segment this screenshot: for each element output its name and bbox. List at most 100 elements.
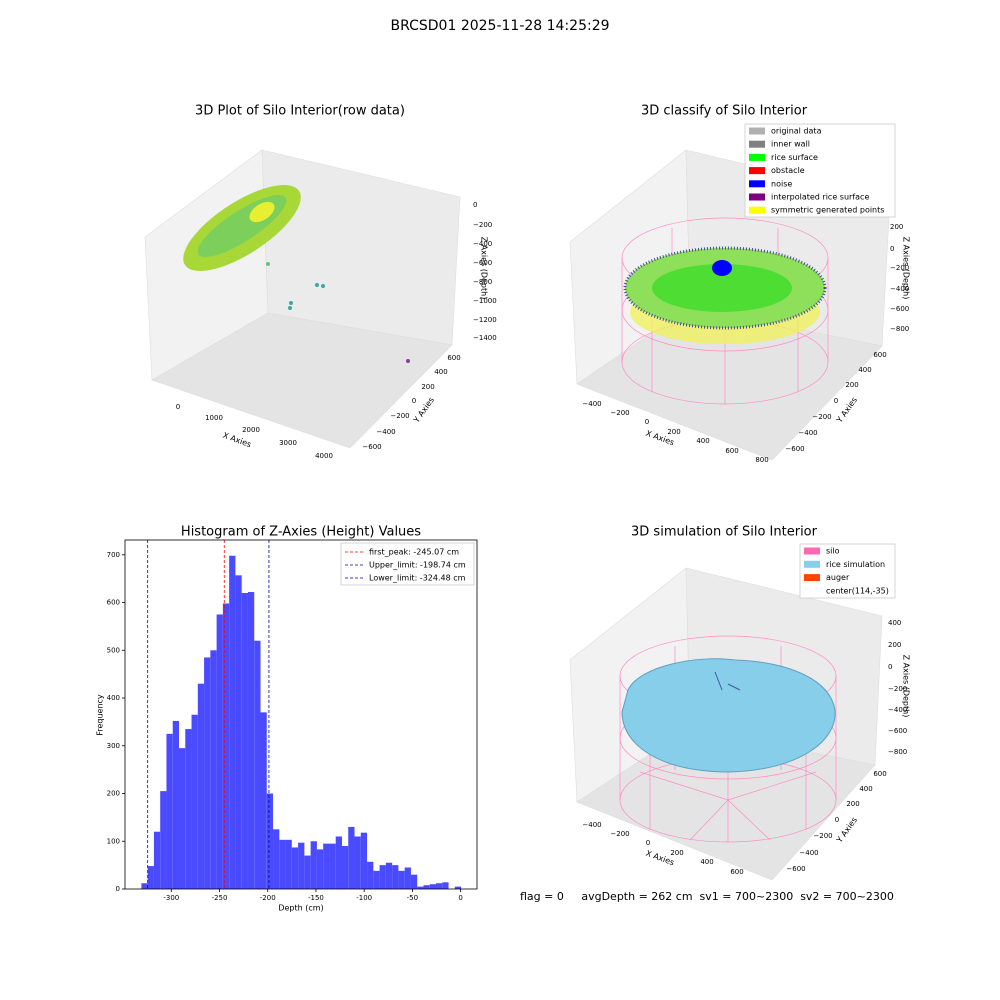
x-axis-label: Depth (cm) — [278, 904, 323, 913]
z-tick-label: −200 — [888, 685, 907, 693]
legend-label: rice simulation — [826, 560, 885, 569]
legend-label: interpolated rice surface — [771, 193, 869, 202]
x-tick-label: -300 — [163, 894, 179, 902]
legend-swatch — [804, 574, 820, 582]
x-tick-label: −400 — [582, 821, 601, 829]
x-tick-label: 200 — [667, 428, 680, 436]
x-tick-label: 2000 — [242, 426, 260, 434]
bar — [235, 575, 242, 889]
z-tick-label: −800 — [888, 748, 907, 756]
bar — [329, 843, 336, 889]
auger — [714, 671, 741, 691]
bar — [360, 832, 368, 889]
bar — [179, 748, 186, 889]
z-tick-label: 200 — [888, 641, 901, 649]
x-tick-label: 0 — [645, 418, 649, 426]
bar — [385, 862, 393, 889]
silo-wire — [621, 228, 829, 404]
bar — [172, 720, 180, 889]
y-tick-label: −400 — [376, 428, 395, 436]
bar — [310, 841, 317, 889]
point-cloud — [249, 201, 275, 223]
y-tick-label: −600 — [362, 443, 381, 451]
y-tick-label: −200 — [812, 413, 831, 421]
y-tick-label: 200 — [845, 381, 858, 389]
bar — [153, 831, 161, 889]
bar — [266, 793, 274, 889]
point — [315, 283, 319, 287]
bar — [291, 847, 299, 889]
x-tick-label: 4000 — [315, 452, 333, 460]
z-axis-label: Z Axies (Depth) — [480, 237, 489, 300]
y-tick-label: −600 — [785, 445, 804, 453]
bar — [417, 886, 424, 889]
legend-label: original data — [771, 127, 822, 136]
legend-label: rice surface — [771, 153, 818, 162]
x-tick-label: 0 — [176, 403, 180, 411]
bar — [191, 714, 198, 889]
z-tick-label: 0 — [888, 663, 892, 671]
z-tick-label: −200 — [473, 221, 492, 229]
bar — [247, 592, 255, 889]
y-tick-label: −200 — [390, 412, 409, 420]
y-tick-label: 600 — [447, 354, 460, 362]
legend — [340, 542, 475, 586]
z-tick-label: −600 — [473, 259, 492, 267]
pane — [151, 312, 453, 449]
x-tick-label: −200 — [610, 409, 629, 417]
bar — [210, 650, 217, 889]
legend-swatch — [749, 167, 765, 175]
z-tick-label: −600 — [888, 727, 907, 735]
x-tick-label: 600 — [730, 868, 743, 876]
bar — [216, 614, 223, 889]
figure-title: BRCSD01 2025-11-28 14:25:29 — [390, 18, 609, 34]
legend-swatch — [749, 180, 765, 188]
bar — [298, 842, 305, 889]
z-axis-label: Z Axies (Depth) — [902, 237, 911, 300]
legend — [744, 123, 896, 218]
y-tick-label: 400 — [107, 694, 120, 702]
x-tick-label: 400 — [696, 437, 709, 445]
rice-simulation — [621, 658, 836, 773]
bar — [254, 640, 261, 889]
z-tick-label: −400 — [890, 285, 909, 293]
legend-label: inner wall — [771, 140, 810, 149]
x-tick-label: -50 — [407, 894, 418, 902]
raw-plot: 3D Plot of Silo Interior(row data) — [144, 104, 461, 449]
bar — [185, 729, 192, 889]
x-tick-label: −200 — [610, 830, 629, 838]
z-tick-label: −1400 — [473, 334, 497, 342]
bar — [454, 886, 462, 889]
bar — [367, 861, 374, 889]
x-tick-label: -150 — [308, 894, 324, 902]
bar — [436, 883, 443, 889]
legend-label: first_peak: -245.07 cm — [369, 548, 459, 557]
point — [266, 262, 270, 266]
y-tick-label: 300 — [107, 742, 120, 750]
y-tick-label: −600 — [786, 865, 805, 873]
y-tick-label: 0 — [412, 397, 416, 405]
z-tick-label: −1200 — [473, 316, 497, 324]
bar — [341, 846, 349, 889]
z-tick-label: −400 — [473, 240, 492, 248]
y-tick-label: 0 — [116, 885, 120, 893]
status-text: flag = 0 avgDepth = 262 cm sv1 = 700~230… — [520, 890, 894, 903]
bar — [404, 867, 411, 889]
x-tick-label: 3000 — [279, 439, 297, 447]
chart-title: Histogram of Z-Axies (Height) Values — [181, 525, 421, 540]
x-tick-label: 400 — [700, 858, 713, 866]
legend-label: noise — [771, 179, 792, 188]
legend-swatch — [749, 140, 765, 148]
x-tick-label: 600 — [725, 447, 738, 455]
z-axis-label: Z Axies (Depth) — [902, 655, 911, 718]
bar — [392, 865, 399, 889]
bar — [204, 657, 211, 889]
z-tick-label: 0 — [473, 201, 477, 209]
bar — [229, 555, 236, 889]
legend-swatch — [804, 560, 820, 568]
legend-label: silo — [826, 547, 840, 556]
point — [406, 359, 410, 363]
bar — [442, 882, 449, 889]
y-tick-label: 200 — [846, 800, 859, 808]
x-tick-label: 800 — [755, 456, 768, 464]
